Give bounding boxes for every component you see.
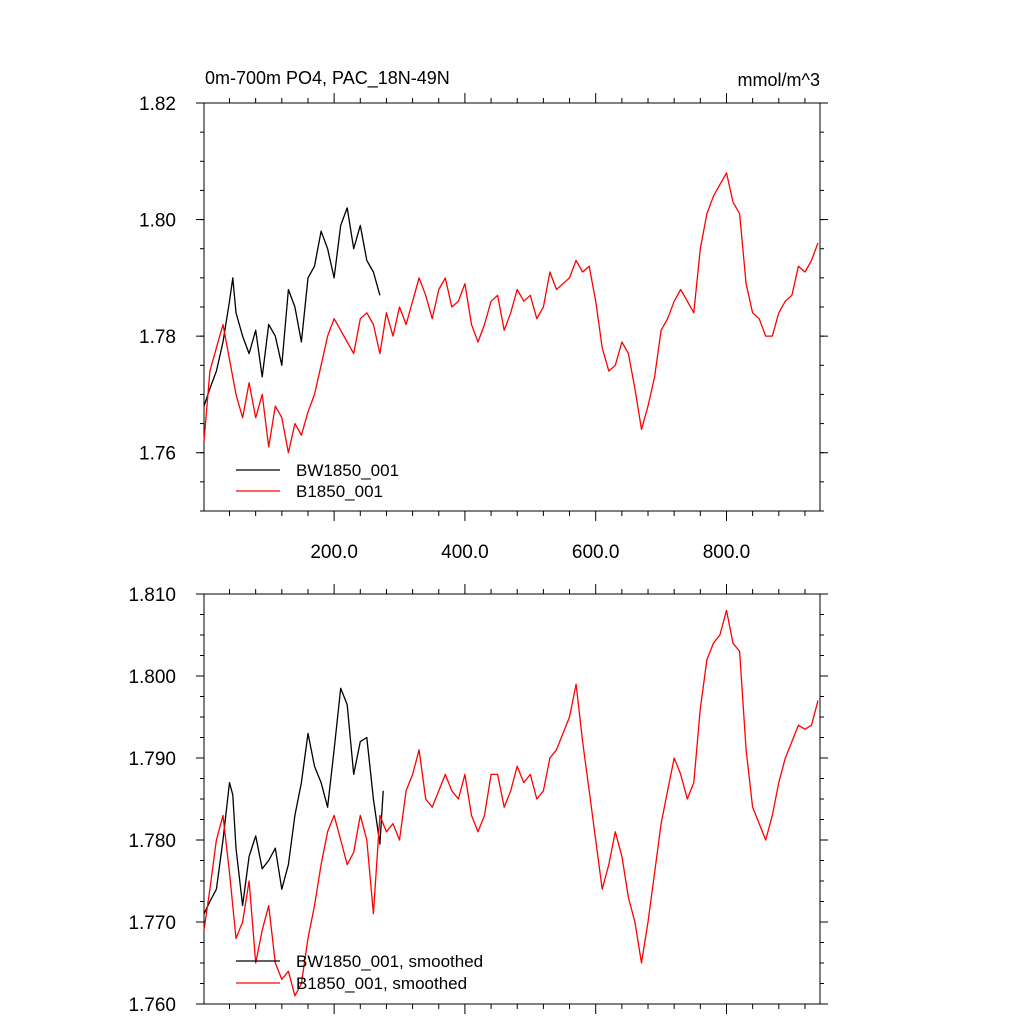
y-tick-label: 1.76	[139, 444, 176, 465]
legend-label-b1850-smoothed: B1850_001, smoothed	[296, 974, 467, 993]
y-tick-label: 1.810	[128, 585, 176, 606]
top-legend: BW1850_001 B1850_001	[236, 461, 399, 501]
series-line-bw1850	[203, 207, 381, 407]
y-tick-label: 1.80	[139, 211, 176, 232]
units-label: mmol/m^3	[738, 70, 820, 90]
bottom-legend: BW1850_001, smoothed B1850_001, smoothed	[236, 952, 483, 993]
y-tick-label: 1.760	[128, 995, 176, 1016]
legend-label-bw1850-smoothed: BW1850_001, smoothed	[296, 952, 483, 971]
smoothed-series-line-bw1850	[203, 687, 384, 915]
y-tick-label: 1.800	[128, 667, 176, 688]
bottom-panel: 1.760 1.770 1.780 1.790 1.800 1.810 BW1850_00…	[128, 584, 828, 1016]
series-line-b1850	[203, 172, 819, 454]
x-tick-label: 400.0	[441, 542, 489, 563]
y-tick-label: 1.770	[128, 913, 176, 934]
y-tick-label: 1.780	[128, 831, 176, 852]
y-tick-label: 1.78	[139, 327, 176, 348]
chart-title: 0m-700m PO4, PAC_18N-49N	[205, 68, 450, 89]
top-series-lines	[203, 172, 819, 454]
plot-frame-bottom	[203, 593, 821, 1005]
top-axis-ticks: 1.76 1.78 1.80 1.82 200.0 400.0 600.0 800.0	[139, 93, 828, 563]
x-tick-label: 800.0	[703, 542, 751, 563]
y-tick-label: 1.82	[139, 94, 176, 115]
y-tick-label: 1.790	[128, 749, 176, 770]
legend-label-b1850: B1850_001	[296, 482, 383, 501]
legend-label-bw1850: BW1850_001	[296, 461, 399, 480]
x-tick-label: 200.0	[310, 542, 358, 563]
x-tick-label: 600.0	[572, 542, 620, 563]
smoothed-series-line-b1850	[203, 609, 819, 997]
bottom-axis-ticks: 1.760 1.770 1.780 1.790 1.800 1.810	[128, 584, 828, 1016]
top-panel: 0m-700m PO4, PAC_18N-49N mmol/m^3 1.761.…	[139, 68, 828, 563]
bottom-series-lines	[203, 609, 819, 997]
